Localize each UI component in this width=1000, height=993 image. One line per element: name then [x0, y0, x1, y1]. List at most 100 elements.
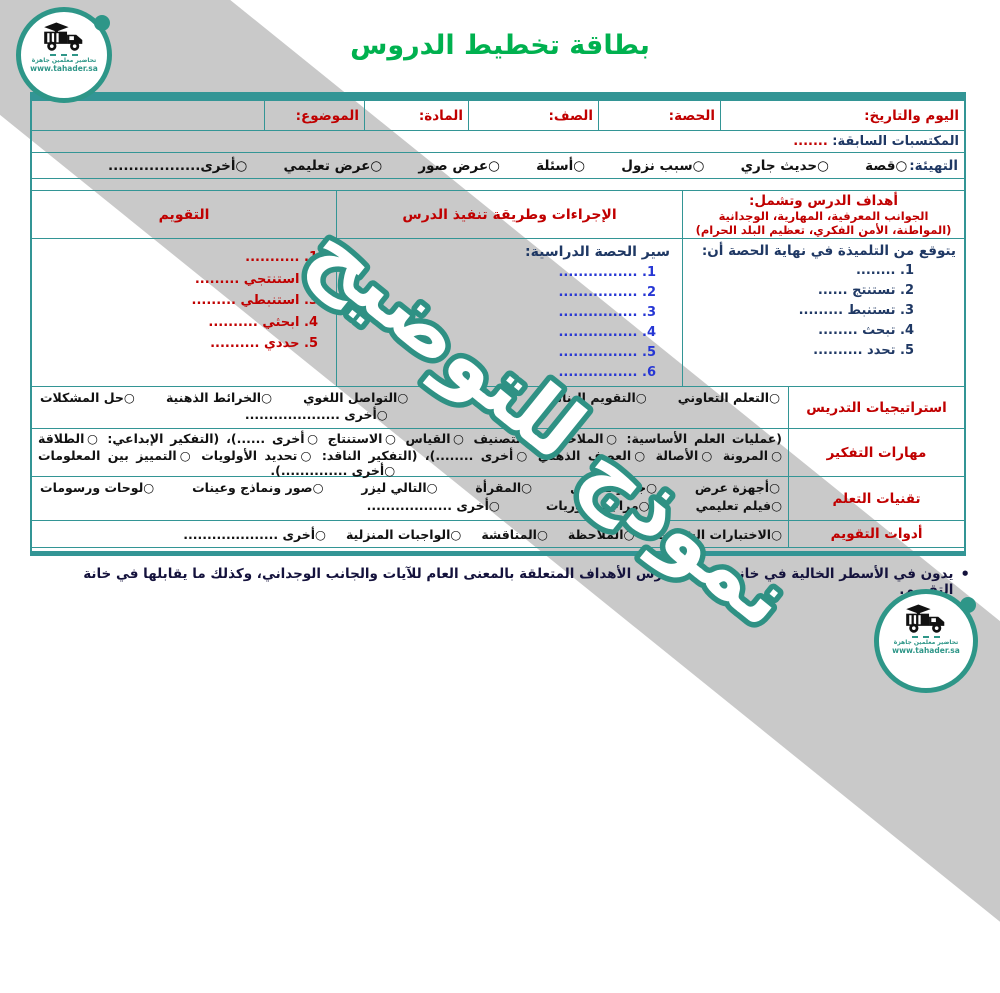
warmup-option: ○عرض تعليمي	[283, 157, 383, 174]
assessment-tools-options: ○الاختبارات الشفوية ○الملاحظة ○المناقشة ○ال…	[38, 527, 782, 542]
empty-row	[32, 179, 964, 191]
tahader-logo-bottom-right: تحاضير معلمين جاهزة www.tahader.sa	[874, 589, 978, 693]
logo-url: www.tahader.sa	[30, 64, 98, 73]
logo-url: www.tahader.sa	[892, 646, 960, 655]
procedures-list: 1. ................ 2. ................ 3.…	[349, 263, 670, 383]
objectives-header: أهداف الدرس وتشمل: الجوانب المعرفية، الم…	[683, 191, 964, 239]
thinking-line-2: ○المرونة ○الأصالة ○العصف الذهني ○أخرى ..…	[38, 447, 782, 463]
strategies-options: ○التعلم التعاوني ○التقويم البنائي ○الاستقص…	[38, 389, 782, 406]
evaluation-header: التقويم	[32, 191, 336, 239]
logo-dashes	[50, 54, 78, 56]
procedures-subheader: سير الحصة الدراسية:	[525, 244, 670, 260]
procedure-item: 6. ................	[558, 365, 656, 380]
procedure-item: 5. ................	[558, 345, 656, 360]
period-label: الحصة:	[598, 101, 720, 130]
objective-item: 2. تستنتج ......	[817, 283, 914, 298]
thinking-skills-label: مهارات التفكير	[788, 429, 964, 476]
prior-learning-dots: .......	[793, 134, 833, 149]
table-bottom-border	[32, 547, 964, 554]
logo-tagline: تحاضير معلمين جاهزة	[31, 57, 97, 64]
evaluation-item: 5. حددي ..........	[210, 336, 318, 351]
evaluation-list: 1. ........... 2. استنتجي ......... 3. است…	[50, 247, 318, 355]
tech-option: ○أجهزة عرض	[694, 480, 780, 495]
logo-tagline: تحاضير معلمين جاهزة	[893, 639, 959, 646]
warmup-option: ○أسئلة	[536, 157, 586, 174]
truck-graduation-icon	[44, 22, 83, 51]
strategies-label: استراتيجيات التدريس	[788, 387, 964, 428]
objectives-list: 1. ........ 2. تستنتج ...... 3. تستنبط ...…	[691, 261, 956, 361]
footnote-text: يدون في الأسطر الخالية في خانة أهداف الد…	[83, 566, 954, 598]
warmup-label: التهيئة:	[909, 157, 958, 174]
evaluation-item: 3. استنبطي .........	[191, 293, 318, 308]
learning-tech-row: تقنيات التعلم ○أجهزة عرض ○جهاز تسجيل ○المق…	[32, 477, 964, 521]
objectives-header-title: أهداف الدرس وتشمل:	[748, 193, 899, 209]
assessment-tool-option: ○الواجبات المنزلية	[345, 526, 462, 542]
footnote: • يدون في الأسطر الخالية في خانة أهداف ا…	[30, 565, 970, 599]
evaluation-item: 2. استنتجي .........	[194, 271, 318, 287]
thinking-line-3: ○أخرى ..............).	[270, 463, 396, 478]
topic-write-area	[32, 101, 264, 130]
objectives-header-sub: الجوانب المعرفية، المهارية، الوجدانية (ا…	[695, 209, 952, 237]
bullet-icon: •	[960, 565, 970, 583]
warmup-options: ○قصة ○حديث جاري ○سبب نزول ○أسئلة ○عرض صور ○عر…	[38, 158, 909, 174]
lesson-plan-form: اليوم والتاريخ: الحصة: الصف: المادة: الم…	[30, 92, 966, 556]
prior-learning-row: المكتسبات السابقة: .......	[32, 131, 964, 153]
tech-option: ○صور ونماذج وعينات	[192, 480, 324, 495]
evaluation-item: 4. ابحثي ..........	[208, 314, 318, 330]
assessment-tools-row: أدوات التقويم ○الاختبارات الشفوية ○الملاح…	[32, 521, 964, 547]
procedures-column: الإجراءات وطريقة تنفيذ الدرس سير الحصة ا…	[336, 191, 682, 386]
warmup-option: ○قصة	[865, 157, 908, 174]
procedure-item: 2. ................	[558, 285, 656, 300]
warmup-row: التهيئة: ○قصة ○حديث جاري ○سبب نزول ○أسئلة ○ع…	[32, 153, 964, 179]
procedure-item: 1. ................	[558, 265, 656, 280]
assessment-tools-label: أدوات التقويم	[788, 521, 964, 547]
strategies-other: ○أخرى ....................	[244, 407, 388, 422]
assessment-tool-option: ○المناقشة	[481, 526, 548, 542]
tech-option: ○أخرى ..................	[366, 498, 500, 513]
assessment-tool-option: ○أخرى ....................	[183, 526, 326, 542]
objectives-column: أهداف الدرس وتشمل: الجوانب المعرفية، الم…	[682, 191, 964, 386]
strategy-option: ○الاستقصاء	[439, 390, 514, 405]
evaluation-body: 1. ........... 2. استنتجي ......... 3. است…	[32, 239, 336, 355]
thinking-line-1: (عمليات العلم الأساسية: ○الملاحظة ○التصن…	[38, 431, 782, 446]
thinking-skills-content: (عمليات العلم الأساسية: ○الملاحظة ○التصن…	[32, 429, 788, 478]
topic-label: الموضوع:	[264, 101, 364, 130]
evaluation-item: 1. ...........	[245, 250, 318, 265]
learning-tech-label: تقنيات التعلم	[788, 477, 964, 520]
warmup-option: ○عرض صور	[418, 157, 500, 174]
strategies-content: ○التعلم التعاوني ○التقويم البنائي ○الاستقص…	[32, 387, 788, 428]
evaluation-column: التقويم 1. ........... 2. استنتجي .......…	[32, 191, 336, 386]
thinking-skills-row: مهارات التفكير (عمليات العلم الأساسية: ○…	[32, 429, 964, 478]
warmup-option: ○أخرى..................	[108, 157, 248, 174]
page-title: بطاقة تخطيط الدروس	[350, 30, 650, 61]
grade-label: الصف:	[468, 101, 598, 130]
tahader-logo-top-left: تحاضير معلمين جاهزة www.tahader.sa	[16, 7, 112, 103]
objectives-body: يتوقع من التلميذة في نهاية الحصة أن: 1. …	[683, 239, 964, 361]
objective-item: 1. ........	[855, 263, 914, 278]
tech-option: ○التالي ليزر	[361, 480, 438, 495]
strategies-row: استراتيجيات التدريس ○التعلم التعاوني ○الت…	[32, 387, 964, 429]
objectives-intro: يتوقع من التلميذة في نهاية الحصة أن:	[701, 243, 956, 259]
objective-item: 5. تحدد ..........	[813, 343, 914, 358]
day-date-label: اليوم والتاريخ:	[720, 101, 964, 130]
tech-option: ○جهاز تسجيل	[569, 480, 658, 495]
tech-option: ○مراجع ودوريات	[545, 498, 650, 513]
logo-dot-icon	[960, 597, 976, 613]
subject-label: المادة:	[364, 101, 468, 130]
strategy-option: ○الخرائط الذهنية	[165, 390, 272, 405]
strategy-option: ○التقويم البنائي	[544, 390, 647, 405]
prior-learning-label: المكتسبات السابقة:	[832, 134, 959, 149]
assessment-tool-option: ○الملاحظة	[567, 526, 635, 542]
warmup-option: ○سبب نزول	[621, 157, 705, 174]
main-section: أهداف الدرس وتشمل: الجوانب المعرفية، الم…	[32, 191, 964, 387]
tech-option: ○المقرأة	[475, 480, 533, 495]
logo-dashes	[912, 636, 940, 638]
procedure-item: 3. ................	[558, 305, 656, 320]
assessment-tools-content: ○الاختبارات الشفوية ○الملاحظة ○المناقشة ○ال…	[32, 521, 788, 547]
strategy-option: ○التواصل اللغوي	[303, 390, 409, 405]
strategy-option: ○حل المشكلات	[40, 390, 135, 405]
table-top-border	[32, 94, 964, 101]
warmup-option: ○حديث جاري	[740, 157, 829, 174]
tech-options-line-2: ○فيلم تعليمي ○مراجع ودوريات ○أخرى ........…	[38, 498, 782, 513]
tech-option: ○لوحات ورسومات	[40, 480, 155, 495]
